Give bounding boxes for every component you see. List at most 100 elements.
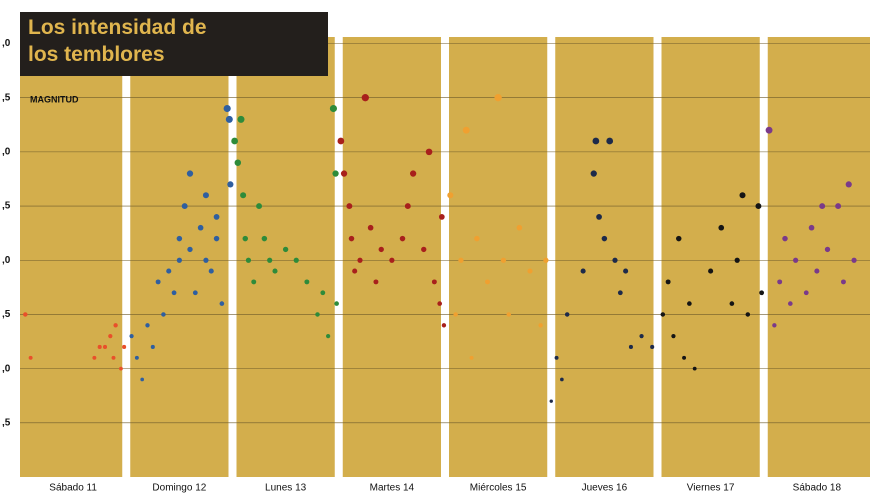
y-tick-label: ,5 xyxy=(2,201,11,212)
quake-dot xyxy=(734,257,740,263)
quake-dot xyxy=(225,115,233,123)
x-tick-label: Jueves 16 xyxy=(582,483,628,494)
quake-dot xyxy=(346,203,353,210)
quake-dot xyxy=(759,290,765,296)
quake-dot xyxy=(197,224,204,231)
quake-dot xyxy=(357,257,363,263)
quake-dot xyxy=(772,323,777,328)
quake-dot xyxy=(687,301,692,306)
quake-dot xyxy=(282,246,289,253)
x-tick-label: Viernes 17 xyxy=(687,483,735,494)
quake-dot xyxy=(176,235,183,242)
quake-dot xyxy=(332,170,339,177)
day-panel xyxy=(236,37,335,477)
quake-dot xyxy=(516,224,523,231)
y-tick-label: ,0 xyxy=(2,363,11,374)
quake-dot xyxy=(606,137,614,145)
quake-dot xyxy=(462,126,470,134)
quake-dot xyxy=(240,192,247,199)
quake-dot xyxy=(835,203,842,210)
x-tick-label: Sábado 18 xyxy=(793,483,842,494)
quake-dot xyxy=(111,355,116,360)
quake-dot xyxy=(639,334,644,339)
quake-dot xyxy=(564,312,570,317)
quake-dot xyxy=(237,115,245,123)
quake-dot xyxy=(538,323,543,328)
quake-dot xyxy=(745,312,751,317)
quake-dot xyxy=(543,257,549,263)
quake-dot xyxy=(161,312,166,317)
y-tick-label: ,5 xyxy=(2,309,11,320)
quake-dot xyxy=(851,257,857,263)
quake-dot xyxy=(671,334,676,339)
quake-dot xyxy=(97,344,102,349)
quake-dot xyxy=(315,312,320,317)
quake-dot xyxy=(692,366,697,371)
quake-dot xyxy=(782,235,788,242)
quake-dot xyxy=(787,301,793,306)
quake-dot xyxy=(803,290,809,296)
chart-title: Los intensidad de los temblores xyxy=(28,16,207,66)
quake-dot xyxy=(367,224,374,231)
quake-dot xyxy=(373,279,379,285)
quake-dot xyxy=(650,344,655,349)
quake-dot xyxy=(202,192,209,199)
quake-dot xyxy=(623,268,629,274)
day-panel xyxy=(767,37,870,477)
quake-dot xyxy=(122,344,127,349)
quake-dot xyxy=(227,181,234,188)
quake-dot xyxy=(267,257,273,263)
quake-dot xyxy=(793,257,799,263)
quake-dot xyxy=(560,377,564,382)
quake-dot xyxy=(102,344,108,349)
quake-dot xyxy=(447,192,454,199)
quake-dot xyxy=(485,279,490,285)
quake-dot xyxy=(203,257,209,263)
quake-dot xyxy=(340,170,348,177)
title-wrap: Los intensidad de los temblores xyxy=(28,16,207,66)
quake-dot xyxy=(612,257,618,263)
quake-dot xyxy=(208,268,214,274)
quake-dot xyxy=(628,344,633,349)
quake-dot xyxy=(337,137,345,145)
quake-dot xyxy=(129,334,134,339)
quake-dot xyxy=(777,279,783,285)
x-tick-label: Domingo 12 xyxy=(152,483,206,494)
quake-dot xyxy=(682,355,687,360)
quake-dot xyxy=(506,312,511,317)
quake-dot xyxy=(113,323,118,328)
quake-dot xyxy=(140,377,145,382)
day-panel xyxy=(661,37,760,477)
quake-dot xyxy=(431,279,437,285)
quake-dot xyxy=(92,355,97,360)
quake-dot xyxy=(765,126,773,134)
quake-dot xyxy=(231,137,238,145)
quake-dot xyxy=(223,104,231,113)
quake-dot xyxy=(665,279,671,285)
x-tick-label: Sábado 11 xyxy=(49,483,97,494)
quake-dot xyxy=(334,301,339,306)
quake-dot xyxy=(601,235,608,242)
quake-dot xyxy=(814,268,820,274)
quake-dot xyxy=(399,235,406,242)
y-tick-label: ,5 xyxy=(2,417,11,428)
quake-dot xyxy=(242,235,248,242)
quake-dot xyxy=(361,94,369,102)
quake-dot xyxy=(329,104,338,113)
quake-dot xyxy=(819,203,826,210)
quake-dot xyxy=(28,355,33,360)
quake-dot xyxy=(150,344,155,349)
quake-dot xyxy=(554,355,559,360)
quake-dot xyxy=(145,323,150,328)
quake-dot xyxy=(596,214,602,220)
quake-dot xyxy=(389,257,395,263)
x-tick-label: Miércoles 15 xyxy=(470,483,527,494)
day-panel xyxy=(555,37,654,477)
quake-dot xyxy=(404,203,411,210)
quake-dot xyxy=(494,94,502,102)
quake-dot xyxy=(187,246,193,253)
quake-dot xyxy=(592,137,600,145)
quake-dot xyxy=(580,268,586,274)
plot xyxy=(23,94,857,403)
